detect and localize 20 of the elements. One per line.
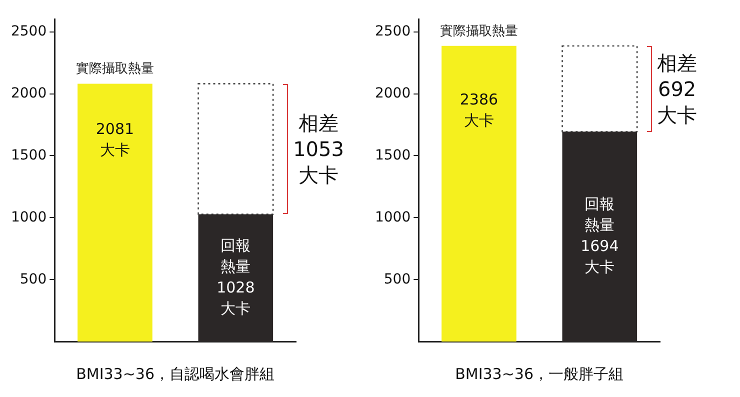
x-axis-title: BMI33~36，一般胖子組 bbox=[455, 364, 624, 383]
annotation: 相差692大卡 bbox=[657, 50, 698, 128]
data-label: 回報熱量1694大卡 bbox=[580, 195, 619, 276]
y-tick-label: 2000 bbox=[374, 85, 411, 102]
data-label: 回報熱量1028大卡 bbox=[216, 236, 255, 318]
y-tick-label: 500 bbox=[384, 271, 411, 288]
y-tick-label: 500 bbox=[20, 271, 47, 288]
y-tick-label: 1500 bbox=[10, 147, 47, 164]
y-tick-label: 2500 bbox=[10, 23, 47, 40]
series-label: 實際攝取熱量 bbox=[76, 62, 154, 77]
y-tick-label: 2000 bbox=[10, 85, 47, 102]
annotation: 相差1053大卡 bbox=[293, 110, 344, 188]
data-label: 2081大卡 bbox=[96, 120, 134, 159]
series-label: 實際攝取熱量 bbox=[440, 24, 518, 39]
y-tick-label: 1000 bbox=[10, 209, 47, 226]
y-tick-label: 1000 bbox=[374, 209, 411, 226]
x-axis-title: BMI33~36，自認喝水會胖組 bbox=[76, 364, 275, 383]
data-label: 2386大卡 bbox=[460, 90, 498, 130]
y-tick-label: 2500 bbox=[374, 23, 411, 40]
y-tick-label: 1500 bbox=[374, 147, 411, 164]
